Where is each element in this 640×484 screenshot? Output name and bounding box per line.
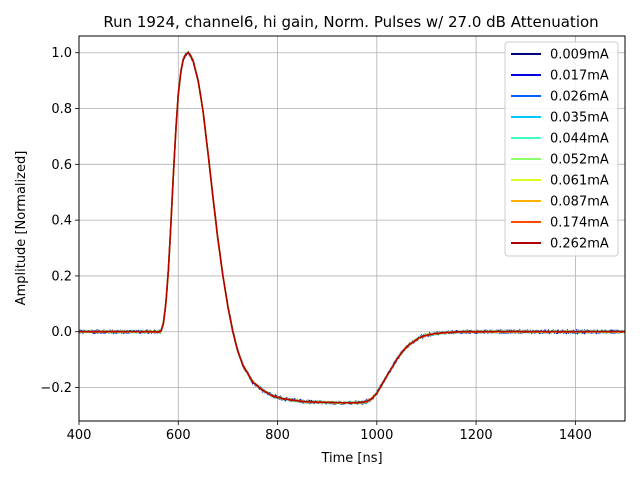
legend-label: 0.052mA	[550, 153, 609, 168]
y-tick-label: 0.8	[51, 102, 72, 117]
chart-title: Run 1924, channel6, hi gain, Norm. Pulse…	[103, 13, 598, 31]
legend-label: 0.017mA	[550, 69, 609, 84]
x-tick-label: 400	[67, 428, 92, 443]
series-lines	[78, 50, 626, 406]
x-tick-label: 1400	[559, 428, 592, 443]
legend: 0.009mA 0.017mA 0.026mA 0.035mA 0.044mA 0.052…	[504, 41, 619, 257]
y-tick-label: 0.4	[51, 214, 72, 229]
y-tick-label: 1.0	[51, 46, 72, 61]
legend-label: 0.026mA	[550, 90, 609, 105]
x-axis-ticks: 400 600 800 1000 1200 1400	[67, 421, 592, 443]
legend-label: 0.044mA	[550, 132, 609, 147]
y-axis-label: Amplitude [Normalized]	[14, 151, 29, 306]
legend-label: 0.009mA	[550, 48, 609, 63]
x-tick-label: 1200	[460, 428, 493, 443]
x-axis-label: Time [ns]	[320, 451, 382, 466]
y-tick-label: 0.0	[51, 325, 72, 340]
plot-frame	[78, 35, 626, 422]
legend-label: 0.087mA	[550, 195, 609, 210]
x-tick-label: 1000	[360, 428, 393, 443]
x-tick-label: 800	[265, 428, 290, 443]
series-line-0.262mA	[78, 51, 626, 405]
y-axis-ticks: −0.2 0.0 0.2 0.4 0.6 0.8 1.0	[40, 46, 79, 396]
legend-label: 0.061mA	[550, 174, 609, 189]
legend-label: 0.174mA	[550, 216, 609, 231]
y-tick-label: 0.2	[51, 269, 72, 284]
legend-label: 0.035mA	[550, 111, 609, 126]
y-tick-label: 0.6	[51, 158, 72, 173]
x-tick-label: 600	[166, 428, 191, 443]
y-tick-label: −0.2	[40, 381, 72, 396]
legend-label: 0.262mA	[550, 237, 609, 252]
